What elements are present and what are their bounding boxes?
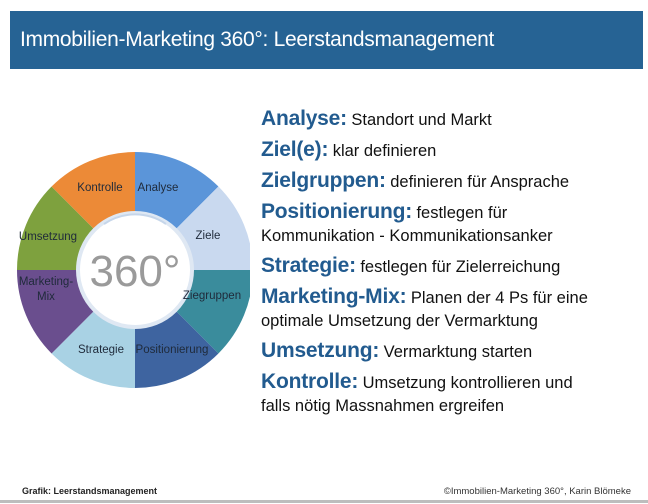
step-term: Kontrolle: — [261, 370, 359, 393]
wheel-segment-label: Positionierung — [136, 344, 209, 356]
step-description: festlegen für — [416, 204, 508, 222]
step-term: Marketing-Mix: — [261, 285, 407, 308]
wheel-segment — [17, 270, 97, 354]
wheel-segment-label: Marketing- — [19, 276, 73, 288]
list-item: Strategie: festlegen für Zielerreichung — [261, 255, 641, 279]
step-term: Zielgruppen: — [261, 169, 386, 192]
wheel-center-circle — [76, 211, 194, 329]
step-term: Analyse: — [261, 107, 347, 130]
step-description: definieren für Ansprache — [390, 173, 570, 191]
wheel-graphic: 360° Analyse Ziele Ziegruppen Positionierun… — [17, 152, 250, 388]
step-description: Vermarktung starten — [383, 343, 533, 361]
step-description: Umsetzung kontrollieren und — [362, 374, 573, 392]
wheel-segment-label: Ziegruppen — [183, 290, 241, 302]
step-term: Ziel(e): — [261, 138, 329, 161]
list-item: Positionierung: festlegen für Kommunikati… — [261, 201, 641, 248]
copyright-notice: ©Immobilien-Marketing 360°, Karin Blömek… — [443, 486, 631, 497]
wheel-segment — [173, 186, 250, 270]
list-item: Ziel(e): klar definieren — [261, 139, 641, 163]
wheel-segment — [173, 270, 250, 354]
wheel-segment-label: Ziele — [196, 230, 221, 242]
wheel-segment — [135, 152, 219, 232]
step-description: festlegen für Zielerreichung — [360, 258, 561, 276]
cycle-arrow-icon — [103, 213, 167, 225]
step-description-cont: falls nötig Massnahmen ergreifen — [261, 397, 505, 415]
marketing-360-wheel: 360° Analyse Ziele Ziegruppen Positionierun… — [0, 140, 250, 400]
list-item: Umsetzung: Vermarktung starten — [261, 340, 641, 364]
list-item: Analyse: Standort und Markt — [261, 108, 641, 132]
step-description: Planen der 4 Ps für eine — [410, 289, 588, 307]
step-description-cont: Kommunikation - Kommunikationsanker — [261, 227, 553, 245]
wheel-segment-label: Mix — [37, 291, 55, 303]
wheel-segment — [51, 308, 135, 388]
wheel-segment-label: Umsetzung — [19, 231, 77, 243]
step-list: Analyse: Standort und Markt Ziel(e): kla… — [261, 108, 641, 425]
footer-divider — [0, 500, 648, 503]
list-item: Kontrolle: Umsetzung kontrollieren und fa… — [261, 371, 641, 418]
title-banner: Immobilien-Marketing 360°: Leerstandsman… — [10, 11, 643, 69]
wheel-segment-label: Kontrolle — [77, 182, 122, 194]
wheel-center-label: 360° — [89, 247, 180, 296]
wheel-segment-label: Strategie — [78, 344, 124, 356]
graphic-caption: Grafik: Leerstandsmanagement — [22, 486, 158, 496]
step-term: Umsetzung: — [261, 339, 380, 362]
list-item: Marketing-Mix: Planen der 4 Ps für eine o… — [261, 286, 641, 333]
wheel-segment-label: Analyse — [138, 182, 179, 194]
wheel-segment — [17, 186, 97, 270]
list-item: Zielgruppen: definieren für Ansprache — [261, 170, 641, 194]
step-description-cont: optimale Umsetzung der Vermarktung — [261, 312, 538, 330]
step-description: Standort und Markt — [351, 111, 492, 129]
step-term: Positionierung: — [261, 200, 412, 223]
step-description: klar definieren — [332, 142, 437, 160]
wheel-segment — [135, 308, 219, 388]
page-title: Immobilien-Marketing 360°: Leerstandsman… — [20, 28, 495, 51]
step-term: Strategie: — [261, 254, 356, 277]
wheel-segment — [51, 152, 135, 232]
